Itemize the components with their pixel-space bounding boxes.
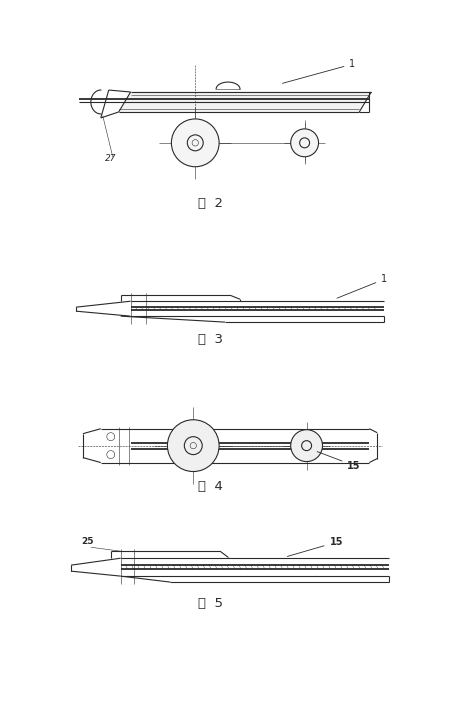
Text: 15: 15 (317, 452, 361, 471)
Text: 1: 1 (337, 274, 387, 298)
Text: 图  4: 图 4 (198, 480, 223, 493)
Text: 图  5: 图 5 (198, 596, 223, 610)
Text: 图  2: 图 2 (198, 197, 223, 210)
Text: 25: 25 (81, 537, 93, 546)
Text: 15: 15 (288, 537, 343, 557)
Text: 1: 1 (282, 59, 356, 84)
Text: 图  3: 图 3 (198, 333, 223, 345)
Circle shape (291, 129, 318, 157)
Circle shape (171, 119, 219, 167)
Circle shape (291, 430, 323, 462)
Circle shape (168, 420, 219, 471)
Text: 27: 27 (105, 155, 116, 163)
Polygon shape (119, 92, 371, 112)
